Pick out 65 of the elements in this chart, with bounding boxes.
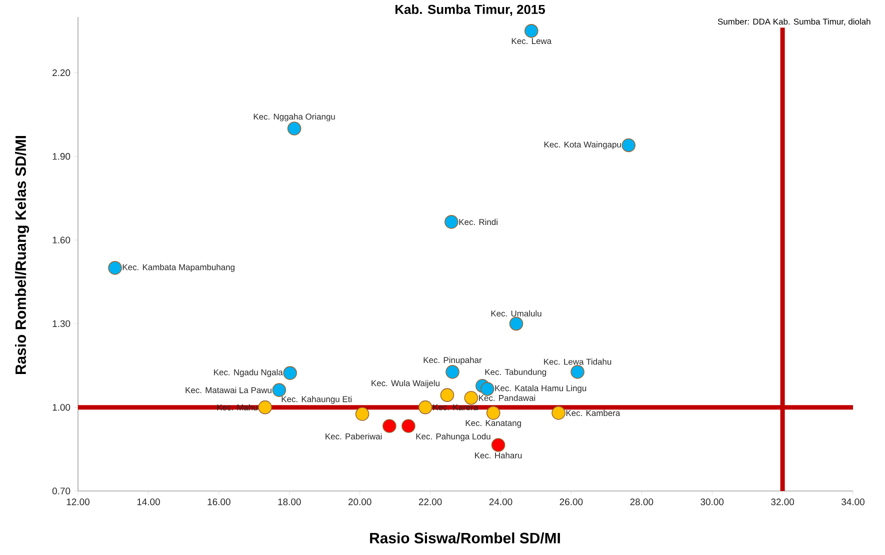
annotation: Kec. Kambata Mapambuhang bbox=[122, 264, 234, 272]
point bbox=[382, 419, 396, 433]
annotation: Kec. Paberiwai bbox=[326, 433, 382, 440]
annotation: Kec. Pahunga Lodu bbox=[416, 433, 490, 442]
point bbox=[464, 390, 478, 405]
point bbox=[570, 365, 584, 379]
x-tick-label: 30.00 bbox=[700, 498, 724, 506]
annotation: Kec. Kambera bbox=[566, 410, 620, 416]
annotation: Kec. Nggaha Oriangu bbox=[254, 113, 335, 122]
annotation: Kec. Lewa bbox=[512, 38, 552, 44]
x-tick-label: 14.00 bbox=[137, 498, 160, 506]
x-tick-label: 34.00 bbox=[842, 498, 864, 506]
point bbox=[402, 419, 416, 433]
y-tick-label: 1.30 bbox=[52, 320, 70, 328]
point bbox=[509, 316, 524, 331]
point bbox=[486, 406, 500, 420]
y-tick-label: 0.70 bbox=[52, 488, 70, 494]
point bbox=[480, 382, 494, 396]
point bbox=[287, 122, 302, 136]
x-tick-label: 12.00 bbox=[66, 498, 90, 506]
point bbox=[444, 215, 458, 229]
x-tick-label: 18.00 bbox=[278, 498, 301, 506]
annotation: Kec. Kahaungu Eti bbox=[282, 396, 352, 404]
x-tick-label: 22.00 bbox=[418, 498, 442, 506]
y-tick-label: 2.20 bbox=[52, 69, 70, 76]
annotation: Kec. Pandawai bbox=[479, 394, 536, 401]
annotation: Kec. Ngadu Ngala bbox=[214, 369, 283, 377]
x-tick-label: 28.00 bbox=[630, 498, 654, 506]
point bbox=[440, 388, 454, 402]
point bbox=[491, 438, 506, 452]
point bbox=[272, 383, 286, 397]
annotation: Kec. Lewa Tidahu bbox=[544, 358, 612, 365]
point bbox=[355, 407, 370, 421]
point bbox=[524, 24, 538, 38]
annotation: Kec. Wula Waijelu bbox=[372, 380, 440, 388]
point bbox=[108, 261, 122, 275]
x-tick-label: 20.00 bbox=[348, 498, 372, 506]
point bbox=[552, 406, 566, 420]
annotation: Kec. Kanatang bbox=[466, 420, 521, 428]
annotation: Kec. Katala Hamu Lingu bbox=[495, 384, 586, 393]
annotation: Kec. Haharu bbox=[475, 452, 522, 458]
x-axis-title: Rasio Siswa/Rombel SD/MI bbox=[370, 532, 560, 544]
point bbox=[446, 365, 460, 379]
chart-title: Kab. Sumba Timur, 2015 bbox=[396, 4, 545, 16]
annotation: Sumber: DDA Kab. Sumba Timur, diolah bbox=[718, 18, 870, 26]
annotation: Kec. Mahu bbox=[217, 404, 258, 410]
point bbox=[258, 400, 272, 414]
x-tick-label: 26.00 bbox=[560, 498, 583, 506]
annotation: Kec. Matawai La Pawu bbox=[186, 386, 272, 394]
annotation: Kec. Rindi bbox=[459, 218, 498, 226]
x-tick-label: 16.00 bbox=[208, 498, 230, 506]
point bbox=[283, 366, 297, 380]
y-tick-label: 1.60 bbox=[52, 236, 70, 244]
y-axis-title: Rasio Rombel/Ruang Kelas SD/MI bbox=[15, 136, 30, 374]
annotation: Kec. Pinupahar bbox=[424, 356, 482, 365]
annotation: Kec. Tabundung bbox=[485, 368, 546, 377]
point bbox=[622, 138, 636, 152]
y-tick-label: 1.90 bbox=[52, 153, 70, 160]
annotation: Kec. Umalulu bbox=[491, 310, 542, 316]
y-tick-label: 1.00 bbox=[52, 404, 70, 411]
x-tick-label: 24.00 bbox=[489, 498, 512, 506]
point bbox=[418, 400, 432, 414]
annotation: Kec. Karera bbox=[433, 404, 478, 410]
annotation: Kec. Kota Waingapu bbox=[544, 141, 621, 150]
x-tick-label: 32.00 bbox=[771, 498, 794, 506]
